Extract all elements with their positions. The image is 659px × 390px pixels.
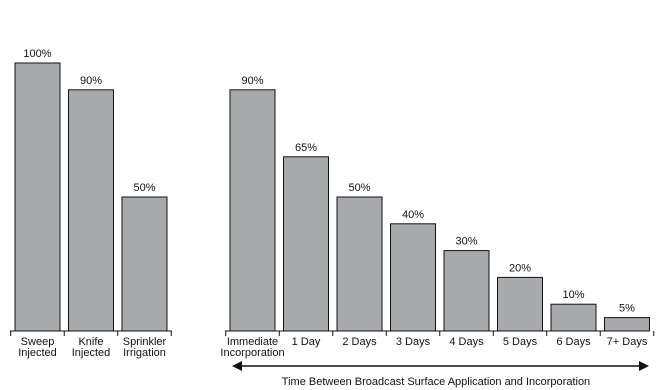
- x-tick-label: 7+ Days: [607, 336, 648, 348]
- bar: [121, 196, 168, 332]
- arrow-left-head: [232, 361, 242, 371]
- bar: [443, 250, 490, 332]
- x-tick-label: Injected: [18, 347, 57, 359]
- x-tick-label: Incorporation: [220, 347, 284, 359]
- bar-value-label: 10%: [562, 289, 584, 301]
- bars-layer: [14, 62, 650, 332]
- bar-value-label: 50%: [133, 182, 155, 194]
- x-tick-label: Immediate: [227, 336, 278, 348]
- bar: [336, 196, 383, 332]
- bar-value-label: 100%: [23, 48, 51, 60]
- bar: [497, 276, 543, 332]
- x-tick-label: 2 Days: [342, 336, 377, 348]
- x-tick-label: 5 Days: [503, 336, 538, 348]
- bar: [283, 156, 329, 332]
- arrow-right-head: [639, 361, 649, 371]
- x-axis-caption: Time Between Broadcast Surface Applicati…: [282, 376, 590, 388]
- x-tick-label: 3 Days: [396, 336, 431, 348]
- bar-value-label: 5%: [619, 303, 635, 315]
- x-tick-label: Injected: [72, 347, 111, 359]
- bar: [604, 317, 650, 332]
- bar-value-label: 40%: [402, 209, 424, 221]
- x-tick-label: Knife: [78, 336, 103, 348]
- bar-value-label: 30%: [455, 236, 477, 248]
- x-tick-label: Irrigation: [123, 347, 166, 359]
- bar: [390, 223, 436, 332]
- time-arrow: [232, 361, 649, 371]
- bar: [229, 89, 276, 332]
- x-tick-label: 6 Days: [556, 336, 591, 348]
- x-tick-label: Sweep: [21, 336, 55, 348]
- bar-value-label: 90%: [80, 75, 102, 87]
- x-tick-label: 4 Days: [449, 336, 484, 348]
- bar: [550, 303, 597, 332]
- bar-value-label: 90%: [241, 75, 263, 87]
- labels-layer: 100%SweepInjected90%KnifeInjected50%Spri…: [18, 48, 648, 359]
- bar: [68, 89, 114, 332]
- x-tick-label: 1 Day: [292, 336, 321, 348]
- x-tick-label: Sprinkler: [123, 336, 167, 348]
- bar-value-label: 50%: [348, 182, 370, 194]
- bar-value-label: 65%: [295, 142, 317, 154]
- bar: [14, 62, 61, 332]
- bar-value-label: 20%: [509, 262, 531, 274]
